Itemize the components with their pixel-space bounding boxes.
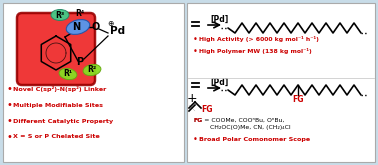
Bar — [3, 3, 184, 162]
Text: •: • — [193, 134, 198, 144]
Text: FG: FG — [292, 95, 304, 103]
Text: R³: R³ — [55, 11, 65, 19]
Text: O: O — [92, 22, 100, 32]
Text: FG: FG — [201, 105, 212, 115]
Text: X = S or P Chelated Site: X = S or P Chelated Site — [13, 134, 100, 139]
Text: [Pd]: [Pd] — [210, 78, 228, 86]
Text: FG = COOMe, COOⁿBu, OⁿBu,: FG = COOMe, COOⁿBu, OⁿBu, — [194, 117, 284, 122]
Text: Broad Polar Comonomer Scope: Broad Polar Comonomer Scope — [199, 136, 310, 142]
Text: High Activity (> 6000 kg mol⁻¹ h⁻¹): High Activity (> 6000 kg mol⁻¹ h⁻¹) — [199, 36, 319, 42]
FancyBboxPatch shape — [17, 13, 95, 85]
Text: Different Catalytic Property: Different Catalytic Property — [13, 118, 113, 123]
Text: •: • — [7, 84, 13, 94]
Text: R²: R² — [87, 66, 97, 75]
Text: N: N — [72, 22, 80, 33]
Text: CH₂OC(O)Me, CN, (CH₂)₄Cl: CH₂OC(O)Me, CN, (CH₂)₄Cl — [210, 126, 291, 131]
Text: Pd: Pd — [110, 26, 125, 36]
Ellipse shape — [51, 10, 69, 20]
Text: •: • — [7, 116, 13, 126]
Text: •: • — [7, 100, 13, 110]
Ellipse shape — [83, 64, 101, 76]
Text: •: • — [7, 132, 13, 142]
Text: Multiple Modifiable Sites: Multiple Modifiable Sites — [13, 102, 103, 108]
Text: P: P — [76, 57, 84, 67]
Bar — [187, 3, 375, 162]
Text: Novel C(sp²)-N(sp²) Linker: Novel C(sp²)-N(sp²) Linker — [13, 86, 106, 92]
Text: R¹: R¹ — [64, 69, 73, 79]
Text: ⊕: ⊕ — [107, 19, 113, 28]
Text: •: • — [193, 34, 198, 44]
Ellipse shape — [59, 68, 77, 80]
Text: [Pd]: [Pd] — [210, 15, 228, 23]
Text: •: • — [193, 47, 198, 55]
Ellipse shape — [66, 20, 90, 34]
Text: High Polymer MW (138 kg mol⁻¹): High Polymer MW (138 kg mol⁻¹) — [199, 48, 312, 54]
Text: +: + — [187, 92, 197, 104]
Text: FG: FG — [194, 117, 203, 122]
Text: R⁴: R⁴ — [75, 10, 85, 18]
